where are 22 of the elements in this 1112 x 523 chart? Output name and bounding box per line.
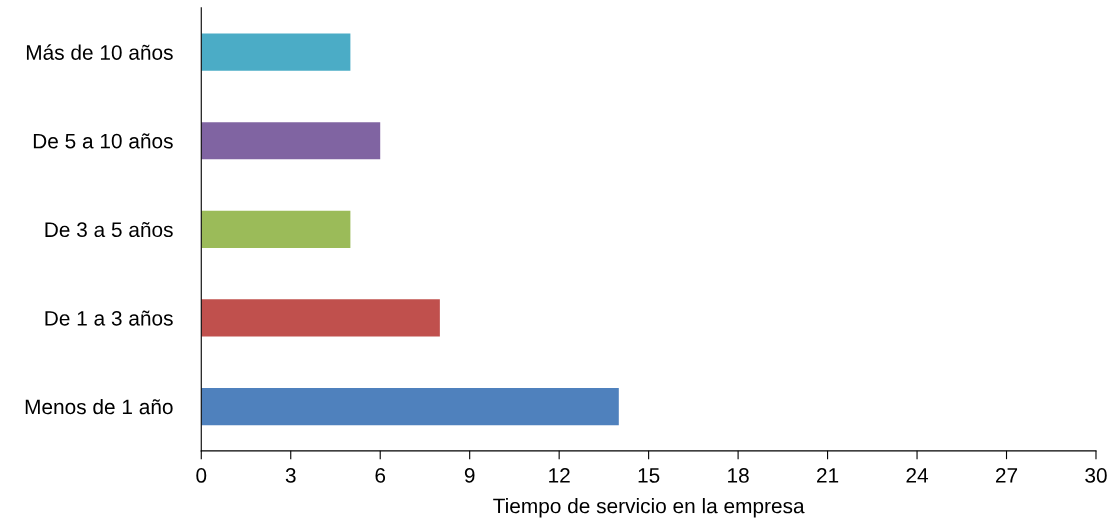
- x-tick-label: 15: [638, 468, 660, 483]
- y-tick-label: Menos de 1 año: [25, 398, 173, 415]
- x-tick-label: 6: [375, 468, 386, 483]
- bar: [201, 122, 381, 160]
- x-tick-label: 30: [1085, 468, 1107, 483]
- y-tick-label: De 1 a 3 años: [45, 310, 173, 326]
- x-tick-label: 27: [995, 468, 1018, 483]
- bar: [201, 33, 351, 71]
- y-tick-label: De 5 a 10 años: [33, 133, 173, 149]
- x-tick-label: 9: [464, 468, 475, 483]
- bar: [201, 210, 351, 248]
- x-axis-title: Tiempo de servicio en la empresa: [493, 498, 805, 518]
- x-tick-label: 12: [549, 468, 570, 483]
- x-tick-label: 3: [285, 468, 296, 483]
- x-tick-label: 0: [196, 468, 207, 483]
- y-tick-label: Más de 10 años: [26, 44, 173, 60]
- x-tick-label: 21: [817, 468, 839, 483]
- x-tick-label: 24: [906, 468, 929, 483]
- bar: [201, 299, 440, 337]
- x-tick-label: 18: [728, 468, 749, 483]
- bar: [201, 387, 619, 426]
- y-tick-label: De 3 a 5 años: [45, 221, 173, 238]
